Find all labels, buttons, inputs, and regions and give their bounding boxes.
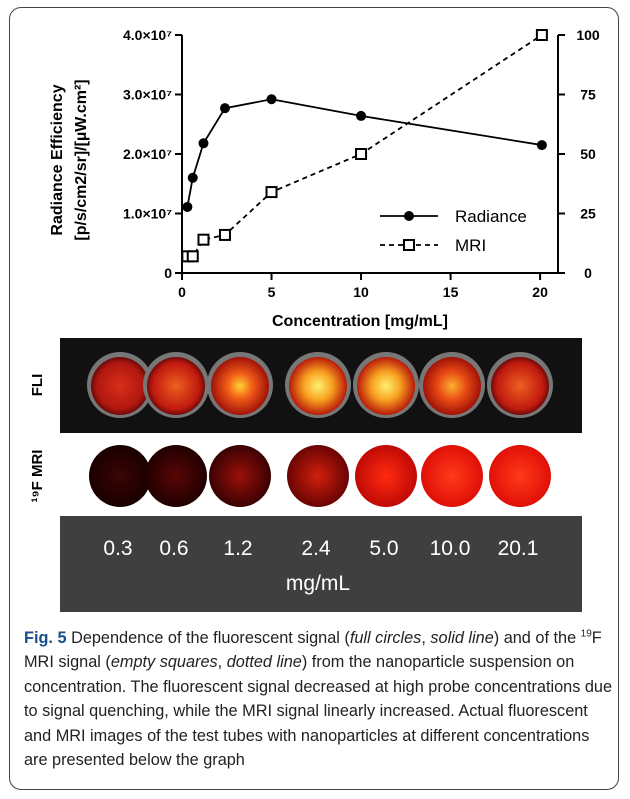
fli-tube — [147, 357, 205, 415]
x-tick-label: 10 — [353, 284, 369, 300]
caption-text: ) and of the — [493, 629, 581, 647]
caption-italic: empty squares — [110, 653, 218, 672]
caption-label: Fig. 5 — [24, 629, 67, 647]
x-tick-label: 20 — [532, 284, 548, 300]
x-tick-label: 5 — [268, 284, 276, 300]
y-tick-label: 3.0×10⁷ — [123, 87, 172, 103]
caption-italic: solid line — [430, 629, 494, 647]
legend-marker — [404, 211, 414, 221]
data-point — [218, 228, 231, 241]
legend-label: Radiance — [455, 207, 527, 226]
mri-tube — [287, 445, 349, 507]
legend-label: MRI — [455, 236, 486, 255]
data-point — [182, 201, 193, 212]
data-point — [355, 148, 368, 160]
mri-tube — [89, 445, 151, 507]
figure-frame — [9, 7, 619, 790]
caption-text: F MRI signal ( — [24, 629, 602, 672]
caption-text: Dependence of the fluorescent signal ( — [71, 629, 350, 647]
y-tick-label: 4.0×10⁷ — [123, 27, 172, 43]
data-point — [187, 172, 198, 183]
fli-tube — [211, 357, 269, 415]
data-point — [197, 233, 210, 246]
label-band — [60, 516, 582, 612]
mri-tube — [209, 445, 271, 507]
concentration-label: 0.3 — [103, 537, 132, 560]
data-point — [219, 103, 230, 114]
caption-sup: 19 — [580, 628, 592, 640]
image-panel: 0.3 0.6 1.2 2.4 5.0 10.0 20.1 mg/mL FLI ¹⁹F MRI — [29, 338, 582, 612]
fli-tube — [91, 357, 149, 415]
data-point — [266, 94, 277, 105]
unit-label: mg/mL — [286, 572, 350, 595]
concentration-label: 2.4 — [301, 537, 331, 560]
concentration-label: 10.0 — [430, 537, 471, 560]
data-point — [186, 250, 199, 263]
caption-text: , — [421, 629, 431, 647]
mri-tube — [145, 445, 207, 507]
fli-tube — [289, 357, 347, 415]
y-axis-label: [p/s/cm2/sr]/[µW.cm²] — [73, 79, 90, 240]
y-axis-label: Radiance Efficiency — [49, 84, 66, 235]
row-label: ¹⁹F MRI — [29, 450, 46, 503]
caption-italic: full circles — [349, 629, 422, 647]
x-tick-label: 0 — [178, 284, 186, 300]
caption-text: ) from the nanoparticle suspension on co… — [24, 653, 613, 770]
concentration-label: 0.6 — [159, 537, 188, 560]
concentration-label: 5.0 — [369, 537, 398, 560]
y-tick-label: 1.0×10⁷ — [123, 206, 172, 222]
figure: 01.0×10⁷2.0×10⁷3.0×10⁷4.0×10⁷02550751000… — [29, 27, 600, 612]
row-label: FLI — [29, 374, 46, 397]
y2-tick-label: 75 — [580, 87, 596, 103]
y2-tick-label: 100 — [576, 27, 600, 43]
caption-text: , — [217, 653, 227, 672]
y2-tick-label: 0 — [584, 265, 592, 281]
fli-tube — [357, 357, 415, 415]
data-point — [536, 140, 547, 151]
data-point — [356, 110, 367, 121]
x-tick-label: 15 — [443, 284, 459, 300]
fli-tube — [423, 357, 481, 415]
concentration-label: 1.2 — [223, 537, 252, 560]
mri-tube — [421, 445, 483, 507]
y2-tick-label: 25 — [580, 206, 596, 222]
x-axis-label: Concentration [mg/mL] — [272, 313, 448, 330]
data-point — [198, 138, 209, 149]
fli-tube — [491, 357, 549, 415]
concentration-label: 20.1 — [498, 537, 539, 560]
chart: 0 1.0×10⁷ 2.0×10⁷ 3.0×10⁷ 4.0×10⁷ 0 25 50 75 100 0… — [49, 27, 600, 330]
mri-tube — [355, 445, 417, 507]
data-point — [265, 186, 278, 199]
y2-tick-label: 50 — [580, 146, 596, 162]
data-point — [535, 29, 548, 41]
y-tick-label: 0 — [164, 265, 172, 281]
legend-marker — [403, 239, 415, 251]
y-tick-label: 2.0×10⁷ — [123, 146, 172, 162]
caption-italic: dotted line — [226, 653, 302, 672]
mri-tube — [489, 445, 551, 507]
caption: Fig. 5 Dependence of the fluorescent sig… — [24, 626, 614, 772]
